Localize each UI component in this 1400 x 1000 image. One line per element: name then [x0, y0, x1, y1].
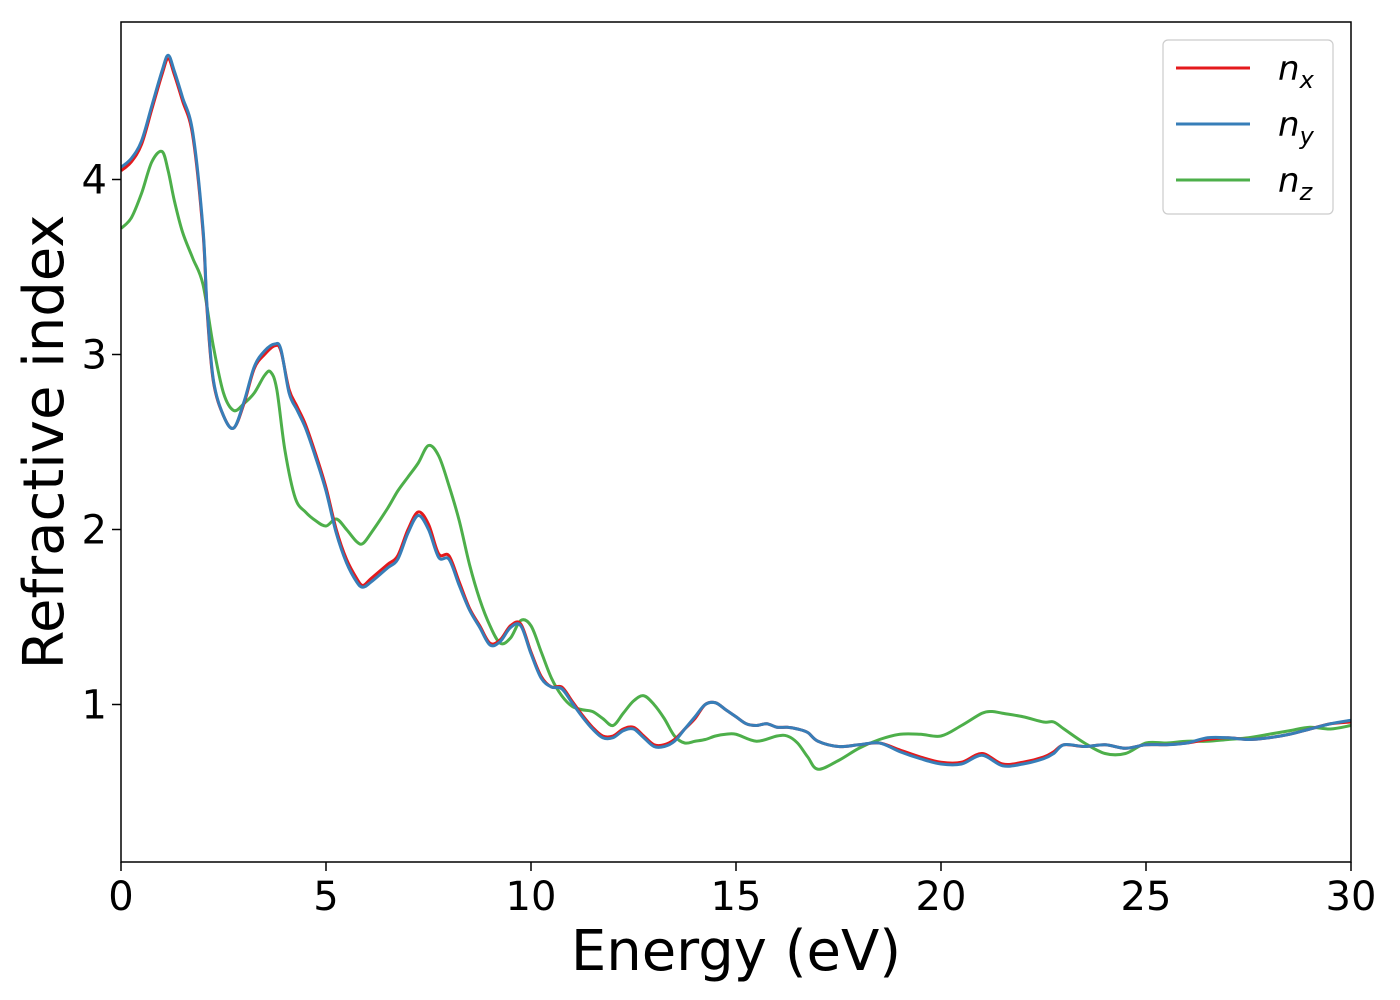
legend-label-subscript: z [1299, 178, 1314, 206]
legend-label-n-y: ny [1278, 105, 1315, 150]
legend-label-main: n [1278, 161, 1300, 201]
x-tick-label: 10 [506, 874, 557, 920]
series-line-n-z [121, 149, 1351, 771]
legend-label-n-x: nx [1278, 49, 1315, 94]
x-axis-ticks: 0 5 10 15 20 25 30 [108, 862, 1376, 920]
x-axis-title: Energy (eV) [571, 919, 901, 984]
legend-label-main: n [1278, 49, 1300, 89]
x-tick-label: 15 [711, 874, 762, 920]
legend-frame [1162, 39, 1334, 215]
x-tick-label: 0 [108, 874, 133, 920]
legend-label-n-z: nz [1278, 161, 1314, 206]
legend-label-subscript: x [1299, 66, 1315, 94]
x-tick-label: 5 [313, 874, 338, 920]
x-tick-label: 30 [1326, 874, 1377, 920]
y-tick-label: 4 [82, 158, 107, 204]
y-tick-label: 2 [82, 508, 107, 554]
x-tick-label: 20 [916, 874, 967, 920]
series-layer [121, 53, 1351, 771]
y-axis-ticks: 1 2 3 4 [82, 158, 121, 729]
legend-label-main: n [1278, 105, 1300, 145]
y-axis-title: Refractive index [12, 215, 77, 670]
legend-label-subscript: y [1299, 122, 1315, 150]
y-tick-label: 3 [82, 333, 107, 379]
series-line-n-y [121, 53, 1351, 768]
y-tick-label: 1 [82, 683, 107, 729]
x-tick-label: 25 [1121, 874, 1172, 920]
